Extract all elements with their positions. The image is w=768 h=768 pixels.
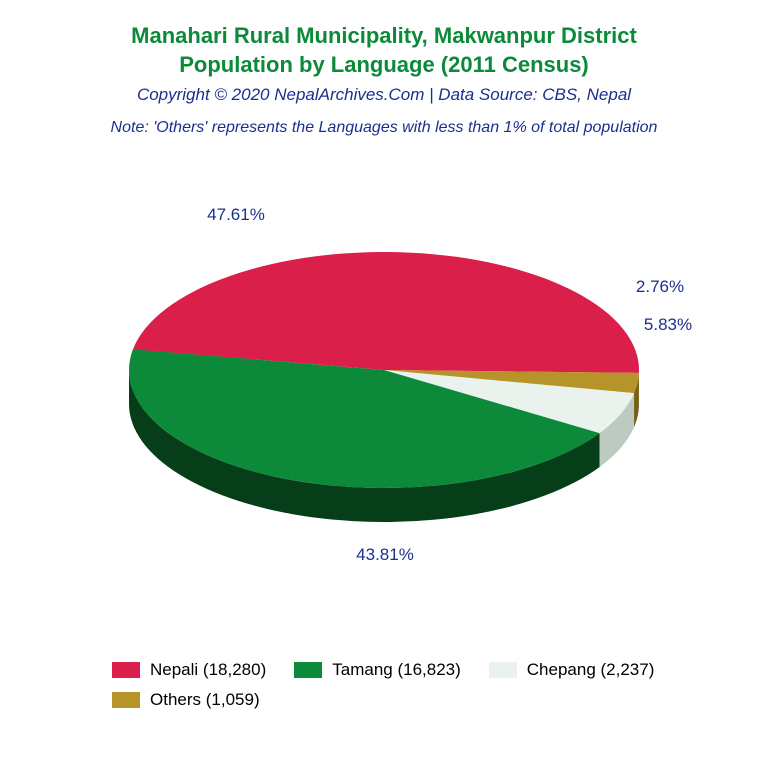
legend-item-tamang: Tamang (16,823) xyxy=(294,660,461,680)
legend-label: Tamang (16,823) xyxy=(332,660,461,680)
pct-label-chepang: 5.83% xyxy=(644,315,692,335)
pct-label-tamang: 43.81% xyxy=(356,545,414,565)
legend-swatch xyxy=(112,662,140,678)
chart-subtitle: Copyright © 2020 NepalArchives.Com | Dat… xyxy=(0,85,768,105)
pct-label-others: 2.76% xyxy=(636,277,684,297)
legend-label: Others (1,059) xyxy=(150,690,260,710)
legend-swatch xyxy=(294,662,322,678)
legend-item-others: Others (1,059) xyxy=(112,690,260,710)
legend-label: Chepang (2,237) xyxy=(527,660,655,680)
legend-label: Nepali (18,280) xyxy=(150,660,266,680)
legend-swatch xyxy=(112,692,140,708)
chart-legend: Nepali (18,280) Tamang (16,823) Chepang (2… xyxy=(112,660,708,710)
legend-item-nepali: Nepali (18,280) xyxy=(112,660,266,680)
chart-title-line2: Population by Language (2011 Census) xyxy=(0,51,768,80)
pie-chart xyxy=(0,180,768,580)
legend-swatch xyxy=(489,662,517,678)
chart-title-line1: Manahari Rural Municipality, Makwanpur D… xyxy=(0,22,768,51)
chart-note: Note: 'Others' represents the Languages … xyxy=(0,119,768,137)
legend-item-chepang: Chepang (2,237) xyxy=(489,660,655,680)
pie-chart-area xyxy=(0,180,768,580)
pct-label-nepali: 47.61% xyxy=(207,205,265,225)
pie-slice-nepali xyxy=(133,252,639,373)
